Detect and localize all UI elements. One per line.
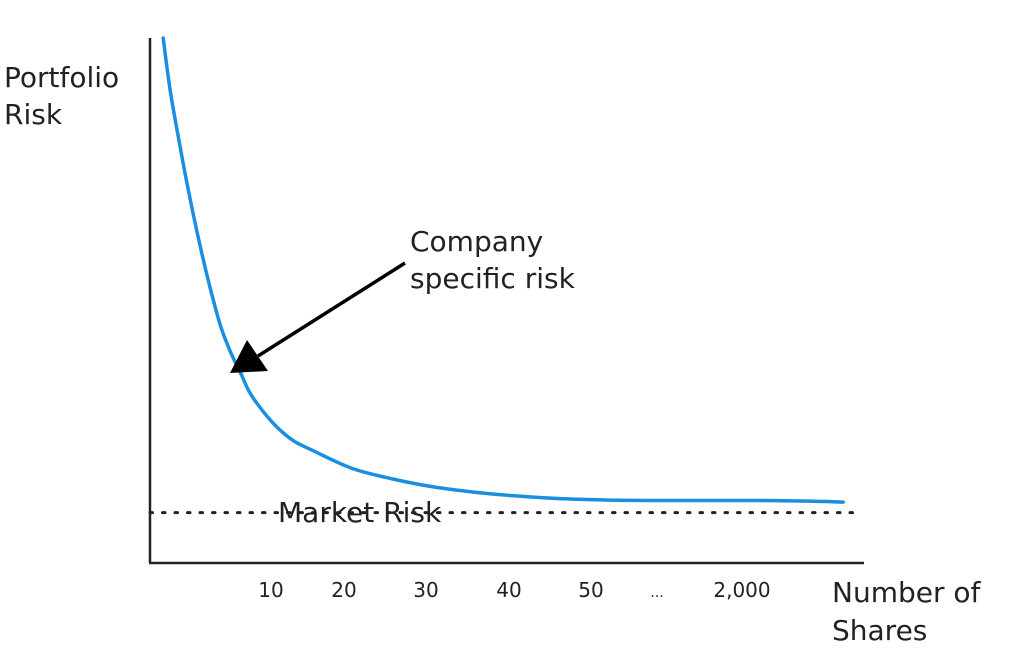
company-risk-annotation-line-2: specific risk bbox=[410, 262, 576, 295]
x-axis-title-line-2: Shares bbox=[832, 614, 927, 647]
x-tick-label: ... bbox=[650, 585, 663, 601]
x-tick-label: 40 bbox=[496, 578, 521, 602]
annotation-arrow-shaft bbox=[257, 261, 406, 358]
x-tick-label: 10 bbox=[258, 578, 283, 602]
portfolio-risk-curve bbox=[161, 36, 845, 504]
x-tick-label: 20 bbox=[331, 578, 356, 602]
y-axis-title-line-2: Risk bbox=[4, 98, 63, 131]
annotation-arrow-head bbox=[230, 340, 268, 373]
x-axis-title-line-1: Number of bbox=[832, 576, 982, 609]
market-risk-annotation: Market Risk bbox=[278, 496, 442, 529]
x-tick-label: 30 bbox=[413, 578, 438, 602]
y-axis-title-line-1: Portfolio bbox=[4, 61, 119, 94]
x-tick-label: 2,000 bbox=[713, 578, 770, 602]
company-risk-annotation-line-1: Company bbox=[410, 225, 543, 258]
x-tick-label: 50 bbox=[578, 578, 603, 602]
